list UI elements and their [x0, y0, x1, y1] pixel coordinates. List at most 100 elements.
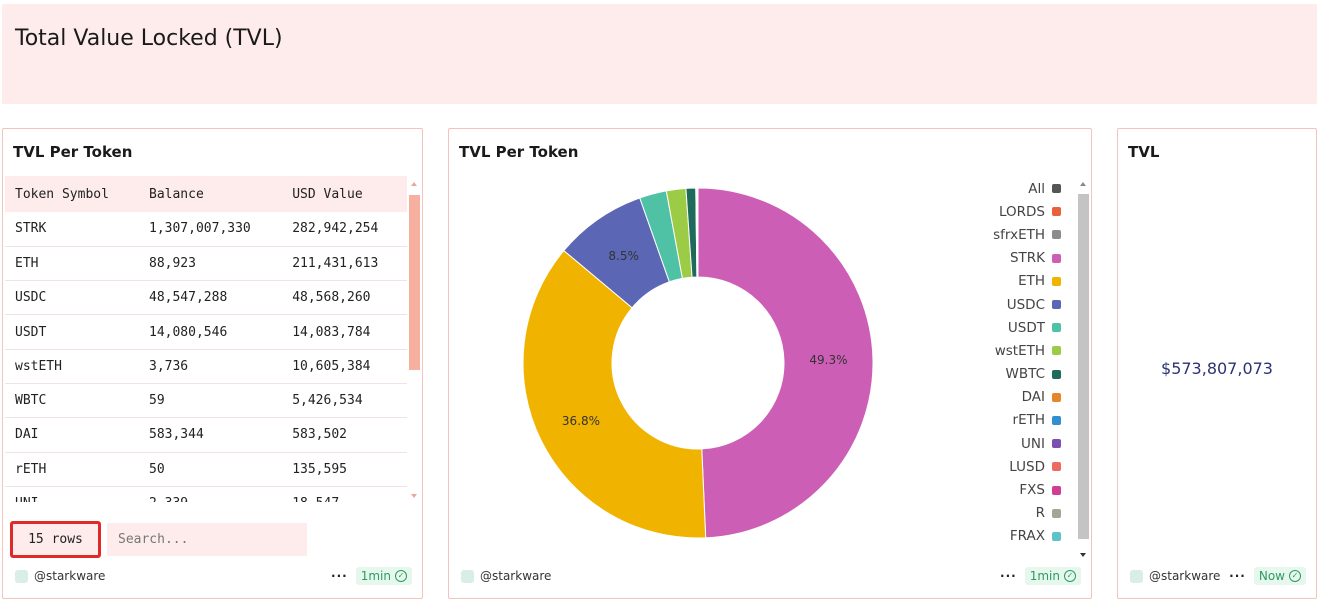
- search-input[interactable]: [107, 523, 307, 556]
- legend-swatch: [1052, 300, 1061, 310]
- rows-per-page-button[interactable]: 15 rows: [10, 521, 101, 558]
- legend-scrollbar-thumb[interactable]: [1078, 194, 1089, 539]
- cell-token-symbol: USDC: [5, 280, 139, 316]
- legend-swatch: [1052, 415, 1061, 425]
- legend-scroll-down-icon[interactable]: [1080, 553, 1086, 557]
- legend-label: LUSD: [1009, 458, 1045, 475]
- legend-item-lusd[interactable]: LUSD: [921, 455, 1061, 478]
- legend-scroll-up-icon[interactable]: [1080, 182, 1086, 186]
- card-footer: @starkware ··· 1min ✓: [3, 556, 422, 598]
- cell-usd-value: 18,547: [282, 486, 407, 502]
- refresh-interval: Now: [1258, 569, 1285, 583]
- legend-item-sfrxeth[interactable]: sfrxETH: [921, 223, 1061, 246]
- more-options-icon[interactable]: ···: [1000, 569, 1017, 583]
- legend-item-reth[interactable]: rETH: [921, 409, 1061, 432]
- table-row: WBTC 59 5,426,534: [5, 383, 407, 419]
- token-table: Token Symbol Balance USD Value STRK 1,307…: [5, 176, 407, 502]
- legend-item-lords[interactable]: LORDS: [921, 200, 1061, 223]
- legend-label: USDT: [1007, 319, 1045, 336]
- card-title: TVL Per Token: [13, 143, 133, 161]
- refresh-status-badge[interactable]: 1min ✓: [355, 567, 412, 585]
- cell-balance: 50: [139, 452, 283, 487]
- table-row: wstETH 3,736 10,605,384: [5, 349, 407, 384]
- column-header-usd-value[interactable]: USD Value: [292, 186, 363, 202]
- tvl-total-value: $573,807,073: [1161, 359, 1273, 378]
- pie-slice-other[interactable]: [696, 187, 699, 278]
- author-link[interactable]: @starkware: [15, 569, 105, 583]
- legend-label: DAI: [1021, 389, 1045, 406]
- legend-item-fxs[interactable]: FXS: [921, 478, 1061, 501]
- legend-swatch: [1052, 276, 1061, 286]
- chart-legend: All LORDS sfrxETH STRK ETH USDC USDT wstETH WBTC…: [921, 177, 1061, 548]
- legend-swatch: [1052, 392, 1061, 402]
- legend-item-wsteth[interactable]: wstETH: [921, 339, 1061, 362]
- legend-scrollbar[interactable]: [1076, 177, 1091, 562]
- legend-item-r[interactable]: R: [921, 502, 1061, 525]
- cell-token-symbol: DAI: [5, 417, 139, 453]
- token-table-container[interactable]: Token Symbol Balance USD Value STRK 1,307…: [5, 176, 407, 502]
- more-options-icon[interactable]: ···: [331, 569, 348, 583]
- pie-slice-strk[interactable]: [697, 187, 874, 539]
- table-scrollbar[interactable]: [409, 176, 420, 502]
- cell-balance: 583,344: [139, 417, 283, 453]
- table-row: DAI 583,344 583,502: [5, 417, 407, 453]
- legend-item-dai[interactable]: DAI: [921, 386, 1061, 409]
- author-name: @starkware: [34, 569, 106, 583]
- card-footer: @starkware ··· 1min ✓: [449, 556, 1091, 598]
- tvl-per-token-chart-card: TVL Per Token 49.3% 36.8% 8.5% All LORDS sfr…: [448, 128, 1092, 599]
- legend-swatch: [1052, 485, 1061, 495]
- cell-token-symbol: wstETH: [5, 349, 139, 384]
- refresh-interval: 1min: [360, 569, 391, 583]
- footer-actions: ··· 1min ✓: [1000, 567, 1081, 585]
- cell-balance: 2,339: [139, 486, 283, 502]
- table-header-row: Token Symbol Balance USD Value: [5, 176, 407, 212]
- legend-item-eth[interactable]: ETH: [921, 270, 1061, 293]
- legend-item-wbtc[interactable]: WBTC: [921, 363, 1061, 386]
- column-header-balance[interactable]: Balance: [149, 186, 204, 202]
- legend-label: USDC: [1006, 296, 1045, 313]
- cell-token-symbol: STRK: [5, 212, 139, 247]
- scroll-up-arrow-icon[interactable]: [411, 182, 417, 186]
- legend-item-all[interactable]: All: [921, 177, 1061, 200]
- tvl-counter-card: TVL $573,807,073 @starkware ··· Now ✓: [1117, 128, 1317, 599]
- pie-slice-eth[interactable]: [522, 249, 707, 539]
- cell-balance: 3,736: [139, 349, 283, 384]
- legend-item-strk[interactable]: STRK: [921, 247, 1061, 270]
- check-circle-icon: ✓: [1064, 570, 1076, 582]
- table-scrollbar-thumb[interactable]: [409, 195, 420, 370]
- more-options-icon[interactable]: ···: [1229, 569, 1246, 583]
- column-header-token-symbol[interactable]: Token Symbol: [15, 186, 109, 202]
- card-title: TVL Per Token: [459, 143, 579, 161]
- legend-item-frax[interactable]: FRAX: [921, 525, 1061, 548]
- legend-label: wstETH: [994, 342, 1045, 359]
- legend-label: UNI: [1021, 435, 1045, 452]
- legend-item-usdc[interactable]: USDC: [921, 293, 1061, 316]
- legend-swatch: [1052, 462, 1061, 472]
- author-link[interactable]: @starkware: [1130, 569, 1220, 583]
- cell-usd-value: 48,568,260: [282, 280, 407, 316]
- cell-usd-value: 583,502: [282, 417, 407, 453]
- cell-usd-value: 5,426,534: [282, 383, 407, 419]
- legend-label: sfrxETH: [993, 226, 1045, 243]
- legend-swatch: [1052, 230, 1061, 240]
- legend-label: FRAX: [1009, 528, 1045, 545]
- legend-label: rETH: [1012, 412, 1045, 429]
- footer-actions: ··· Now ✓: [1229, 567, 1306, 585]
- legend-item-usdt[interactable]: USDT: [921, 316, 1061, 339]
- cell-usd-value: 282,942,254: [282, 212, 407, 247]
- scroll-down-arrow-icon[interactable]: [411, 494, 417, 498]
- avatar: [1130, 569, 1143, 583]
- refresh-interval: 1min: [1029, 569, 1060, 583]
- author-name: @starkware: [1149, 569, 1221, 583]
- refresh-status-badge[interactable]: Now ✓: [1253, 567, 1306, 585]
- legend-swatch: [1052, 508, 1061, 518]
- author-link[interactable]: @starkware: [461, 569, 551, 583]
- refresh-status-badge[interactable]: 1min ✓: [1024, 567, 1081, 585]
- legend-label: STRK: [1009, 250, 1045, 267]
- legend-swatch: [1052, 369, 1061, 379]
- check-circle-icon: ✓: [395, 570, 407, 582]
- legend-label: All: [1028, 180, 1045, 197]
- table-row: ETH 88,923 211,431,613: [5, 246, 407, 282]
- slice-label-usdc: 8.5%: [608, 249, 639, 263]
- legend-item-uni[interactable]: UNI: [921, 432, 1061, 455]
